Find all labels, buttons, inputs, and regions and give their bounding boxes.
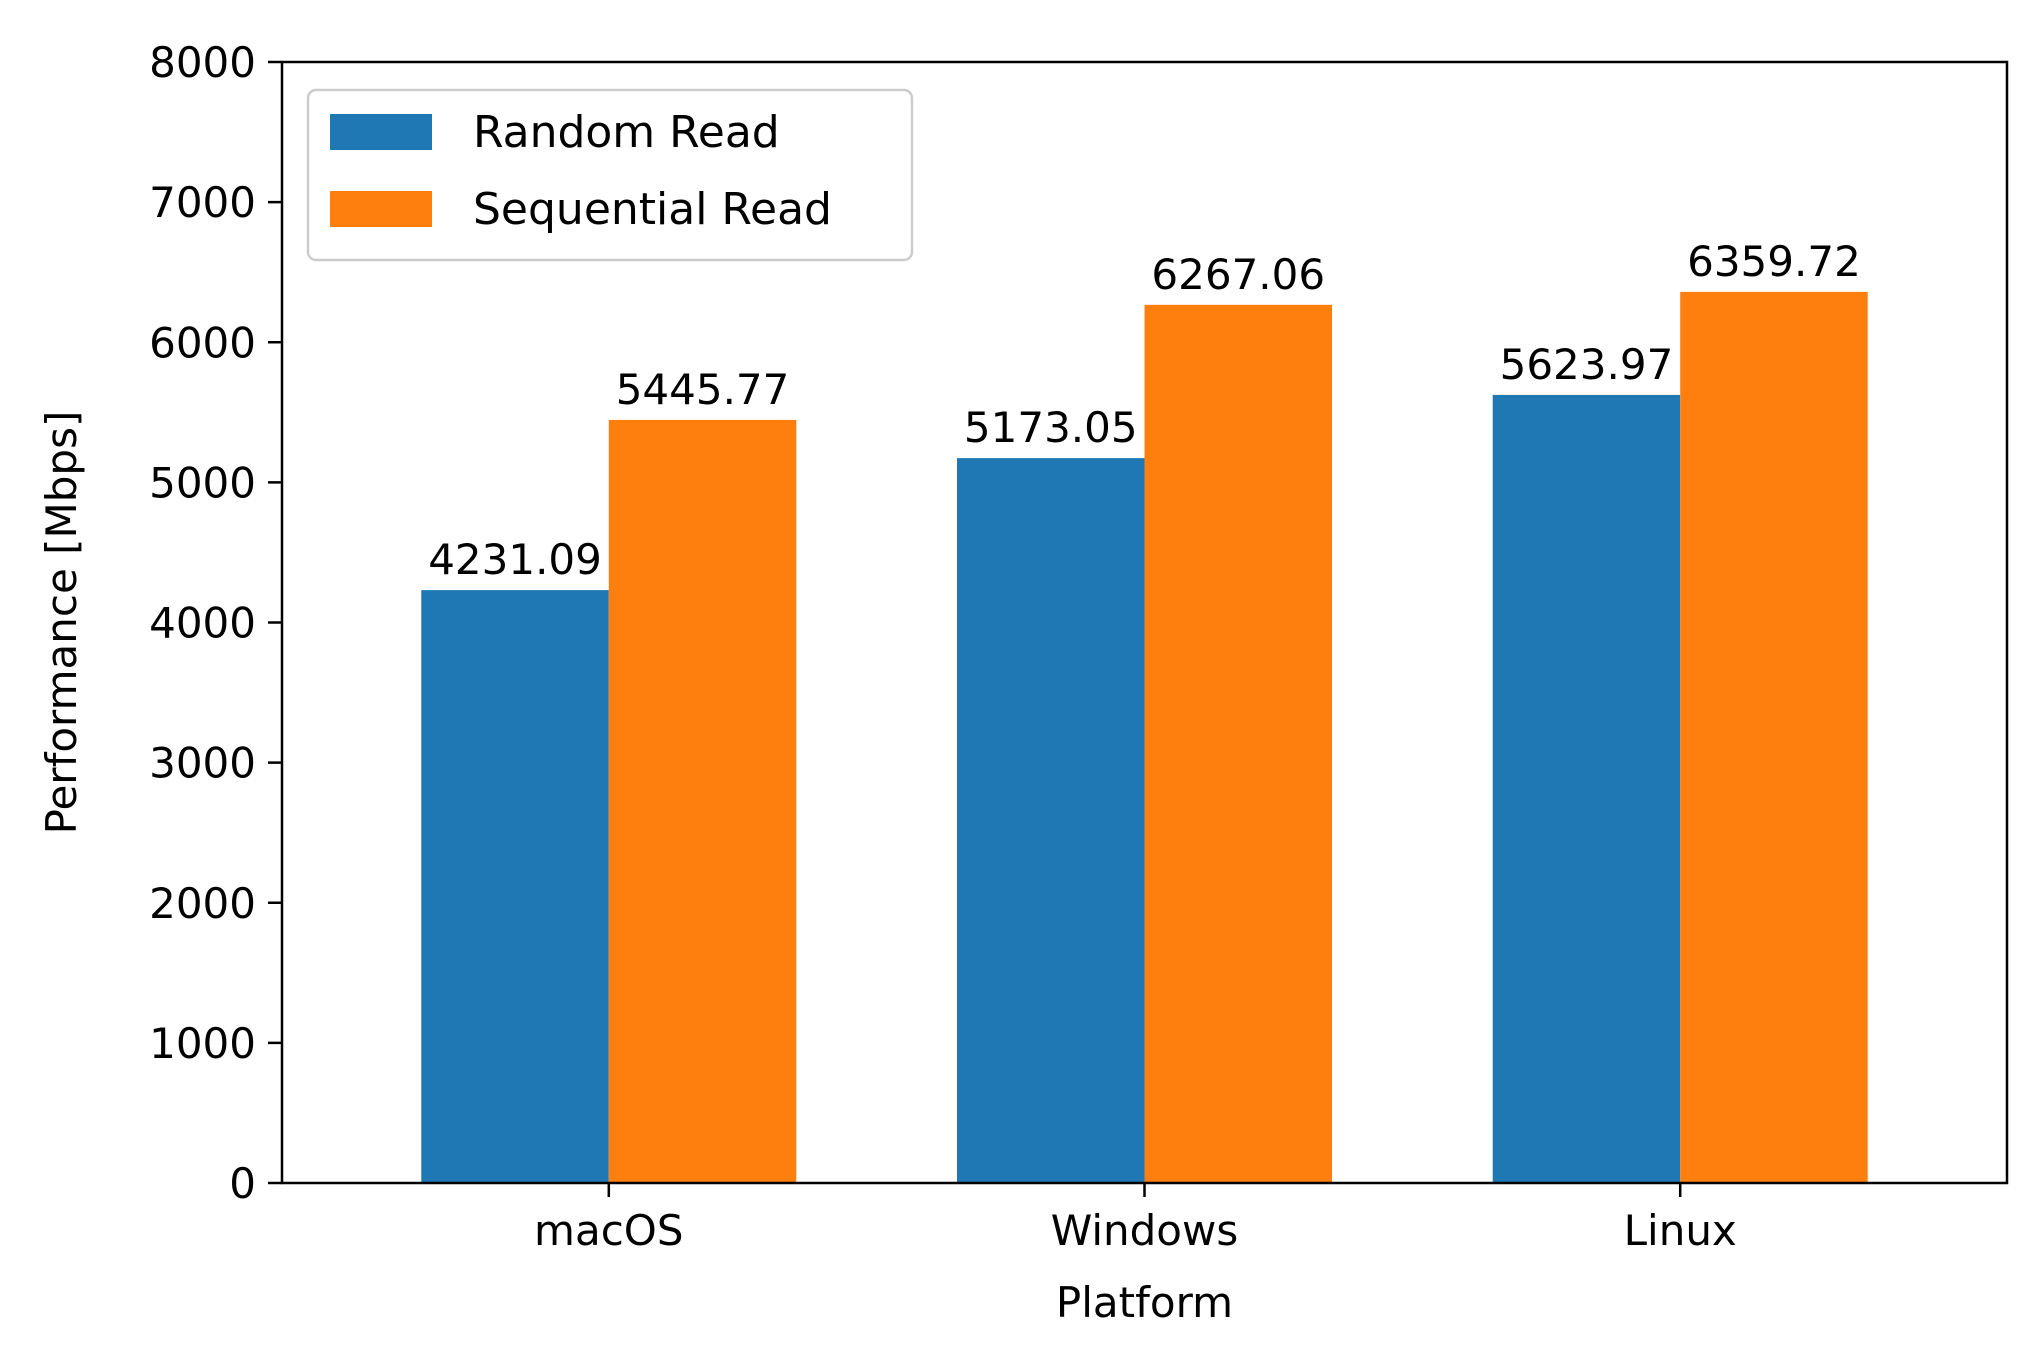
bar-sequential-read-windows — [1144, 304, 1332, 1183]
x-tick-label: Windows — [1051, 1206, 1238, 1255]
bars-layer — [421, 291, 1868, 1184]
x-axis: macOS Windows Linux — [534, 1183, 1737, 1255]
bar-sequential-read-macos — [608, 419, 797, 1183]
bar-value-label: 6359.72 — [1687, 237, 1861, 286]
y-tick-label: 6000 — [149, 318, 256, 367]
legend-swatch — [330, 191, 432, 227]
bar-random-read-linux — [1492, 394, 1681, 1184]
y-tick-label: 0 — [229, 1159, 256, 1208]
y-tick-label: 7000 — [149, 178, 256, 227]
y-tick-label: 2000 — [149, 879, 256, 928]
legend-box — [306, 88, 914, 262]
y-tick-label: 1000 — [149, 1019, 256, 1068]
bar-value-label: 5173.05 — [964, 403, 1138, 452]
x-axis-title: Platform — [1056, 1278, 1233, 1327]
bar-value-label: 5445.77 — [616, 365, 790, 414]
legend-label: Random Read — [473, 107, 780, 158]
legend: Random Read Sequential Read — [306, 88, 914, 262]
x-tick-label: Linux — [1624, 1206, 1737, 1255]
y-tick-label: 3000 — [149, 739, 256, 788]
bar-random-read-windows — [957, 458, 1145, 1184]
y-axis: 0 1000 2000 3000 4000 5000 6000 7000 8000 — [149, 38, 282, 1208]
bar-sequential-read-linux — [1680, 291, 1868, 1183]
y-tick-label: 5000 — [149, 458, 256, 507]
value-labels-layer: 4231.09 5173.05 5623.97 5445.77 6267.06 6359.… — [428, 237, 1861, 584]
bar-random-read-macos — [421, 590, 609, 1183]
y-tick-label: 8000 — [149, 38, 256, 87]
legend-swatch — [330, 114, 432, 150]
bar-value-label: 5623.97 — [1500, 340, 1674, 389]
x-tick-label: macOS — [534, 1206, 683, 1255]
bar-value-label: 4231.09 — [428, 535, 602, 584]
bar-value-label: 6267.06 — [1151, 250, 1325, 299]
y-axis-title: Performance [Mbps] — [37, 411, 86, 835]
legend-label: Sequential Read — [473, 184, 832, 235]
y-tick-label: 4000 — [149, 599, 256, 648]
